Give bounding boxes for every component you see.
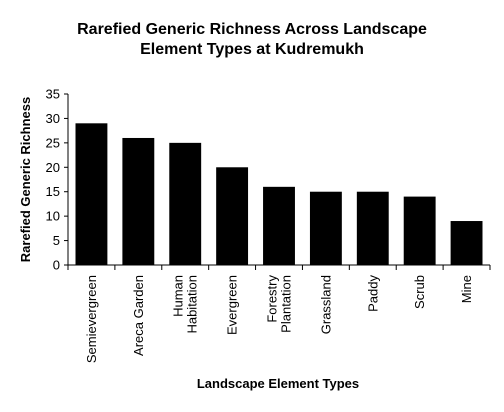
x-tick-label-line: Human bbox=[171, 275, 186, 317]
x-tick-label-line: Semievergreen bbox=[84, 275, 99, 363]
y-tick-label: 5 bbox=[53, 233, 60, 248]
y-tick-label: 35 bbox=[46, 87, 60, 102]
x-tick-label: Scrub bbox=[412, 275, 427, 309]
x-tick-label: ForestryPlantation bbox=[265, 275, 294, 333]
x-tick-label: HumanHabitation bbox=[171, 275, 200, 334]
chart-title: Rarefied Generic Richness Across Landsca… bbox=[77, 21, 427, 58]
x-axis-title: Landscape Element Types bbox=[197, 376, 359, 391]
x-tick-label-line: Areca Garden bbox=[131, 275, 146, 356]
x-tick-label: Semievergreen bbox=[84, 275, 99, 363]
x-tick-label-line: Habitation bbox=[185, 275, 200, 334]
y-tick-label: 25 bbox=[46, 135, 60, 150]
x-tick-label-line: Mine bbox=[459, 275, 474, 303]
x-tick-label: Mine bbox=[459, 275, 474, 303]
bars bbox=[75, 123, 483, 265]
y-tick-label: 10 bbox=[46, 209, 60, 224]
bar bbox=[122, 137, 155, 265]
y-tick-label: 30 bbox=[46, 111, 60, 126]
y-axis-title: Rarefied Generic Richness bbox=[18, 97, 33, 262]
y-axis-title-text: Rarefied Generic Richness bbox=[18, 97, 33, 262]
bar bbox=[75, 123, 108, 265]
x-tick-label: Paddy bbox=[365, 275, 380, 312]
bar bbox=[309, 191, 342, 265]
x-tick-label: Evergreen bbox=[225, 275, 240, 335]
x-tick-label-line: Forestry bbox=[265, 275, 280, 323]
bar bbox=[216, 167, 249, 265]
bar bbox=[356, 191, 389, 265]
chart-title-line: Rarefied Generic Richness Across Landsca… bbox=[77, 21, 427, 38]
bar bbox=[450, 221, 483, 265]
y-tick-label: 20 bbox=[46, 160, 60, 175]
x-tick-label: Areca Garden bbox=[131, 275, 146, 356]
chart-title-line: Element Types at Kudremukh bbox=[140, 41, 364, 58]
x-tick-label-line: Plantation bbox=[279, 275, 294, 333]
bar bbox=[169, 142, 202, 265]
x-tick-label-line: Grassland bbox=[318, 275, 333, 334]
x-tick-labels: Semievergreen Areca Garden HumanHabitation… bbox=[84, 275, 474, 364]
y-tick-label: 0 bbox=[53, 258, 60, 273]
bar bbox=[263, 186, 295, 265]
y-tick-label: 15 bbox=[46, 184, 60, 199]
y-tick-labels: 0 5 10 15 20 25 30 35 bbox=[46, 87, 60, 273]
x-tick-label-line: Paddy bbox=[365, 275, 380, 312]
x-tick-label-line: Evergreen bbox=[225, 275, 240, 335]
bar bbox=[403, 196, 436, 265]
x-tick-label-line: Scrub bbox=[412, 275, 427, 309]
x-tick-label: Grassland bbox=[318, 275, 333, 334]
